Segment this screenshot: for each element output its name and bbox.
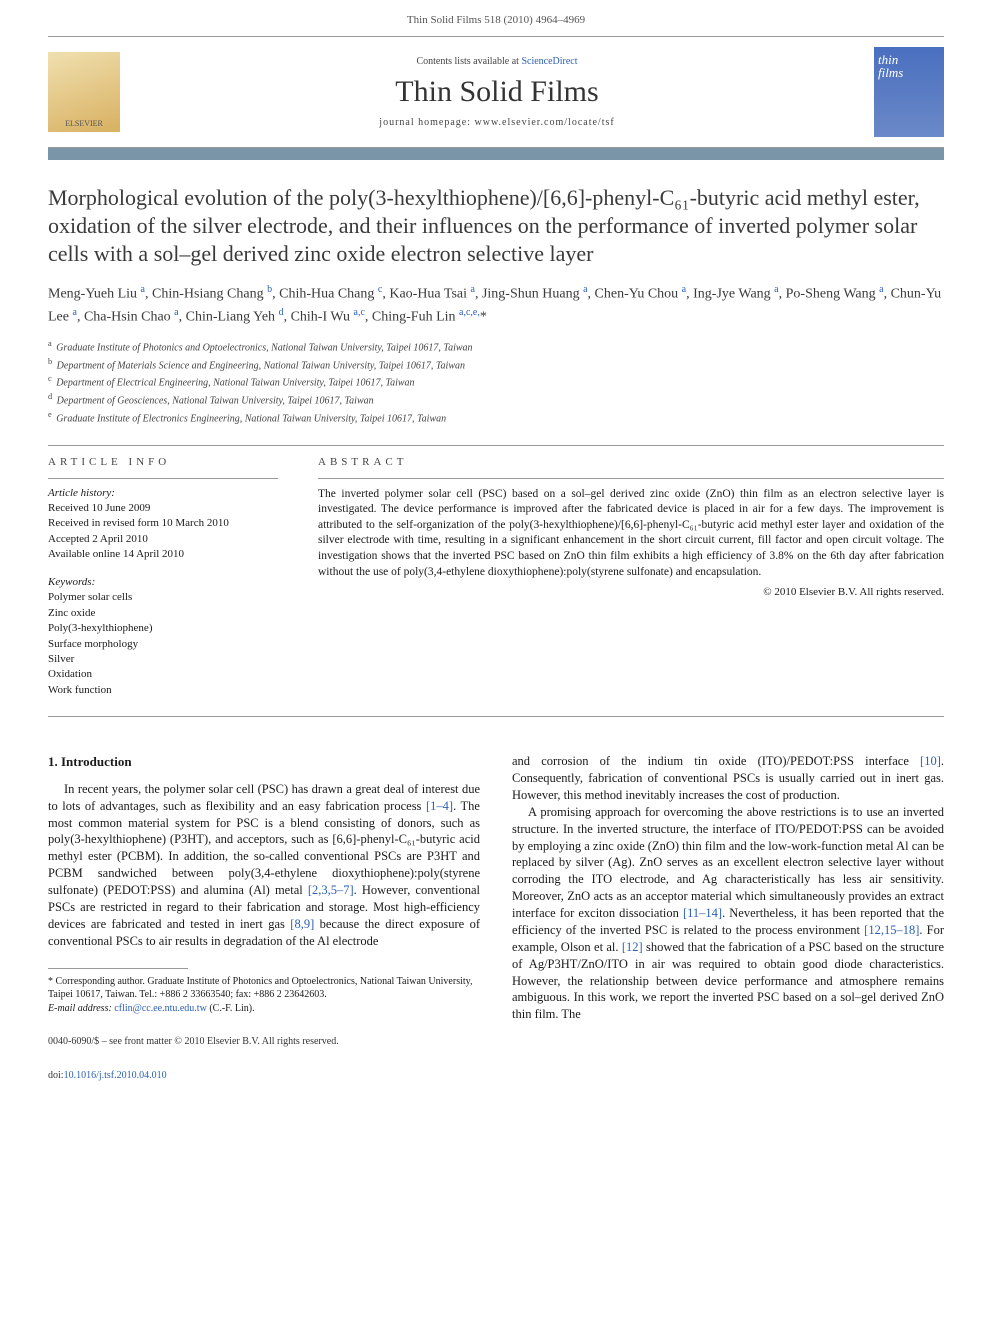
keyword: Polymer solar cells (48, 590, 278, 605)
homepage-prefix: journal homepage: (379, 117, 474, 128)
affiliation: d Department of Geosciences, National Ta… (48, 391, 944, 409)
body-paragraph: A promising approach for overcoming the … (512, 804, 944, 1023)
affiliation: e Graduate Institute of Electronics Engi… (48, 409, 944, 427)
sd-prefix: Contents lists available at (416, 56, 521, 67)
email-link[interactable]: cflin@cc.ee.ntu.edu.tw (114, 1003, 207, 1014)
text-run: In recent years, the polymer solar cell … (48, 782, 480, 813)
text-run: and corrosion of the indium tin oxide (I… (512, 754, 920, 768)
affiliation-list: a Graduate Institute of Photonics and Op… (48, 338, 944, 427)
journal-cover: thin films (874, 47, 944, 137)
footnote-rule (48, 968, 188, 969)
keyword: Zinc oxide (48, 606, 278, 621)
left-column: 1. Introduction In recent years, the pol… (48, 753, 480, 1082)
keywords-label: Keywords: (48, 576, 278, 588)
rule (48, 478, 278, 479)
cover-title-line2: films (878, 66, 940, 79)
journal-name: Thin Solid Films (120, 75, 874, 109)
abstract-copyright: © 2010 Elsevier B.V. All rights reserved… (318, 586, 944, 598)
rule (318, 478, 944, 479)
publisher-logo: ELSEVIER (48, 52, 120, 132)
doi-prefix: doi: (48, 1070, 64, 1081)
article-info-heading: ARTICLE INFO (48, 456, 278, 468)
abstract-text: The inverted polymer solar cell (PSC) ba… (318, 487, 944, 580)
history-label: Article history: (48, 487, 278, 499)
body-paragraph: and corrosion of the indium tin oxide (I… (512, 753, 944, 804)
keyword: Work function (48, 683, 278, 698)
history-item: Received in revised form 10 March 2010 (48, 516, 278, 531)
affiliation: b Department of Materials Science and En… (48, 356, 944, 374)
body-columns: 1. Introduction In recent years, the pol… (48, 753, 944, 1082)
rule (48, 445, 944, 446)
history-item: Received 10 June 2009 (48, 501, 278, 516)
doi-link[interactable]: 10.1016/j.tsf.2010.04.010 (64, 1070, 167, 1081)
sciencedirect-line: Contents lists available at ScienceDirec… (120, 56, 874, 67)
body-paragraph: In recent years, the polymer solar cell … (48, 781, 480, 950)
rule (48, 716, 944, 717)
article-info-panel: ARTICLE INFO Article history: Received 1… (48, 456, 278, 698)
abstract-heading: ABSTRACT (318, 456, 944, 468)
email-footnote: E-mail address: cflin@cc.ee.ntu.edu.tw (… (48, 1002, 480, 1016)
citation-link[interactable]: [8,9] (290, 917, 314, 931)
corresponding-author-footnote: * Corresponding author. Graduate Institu… (48, 975, 480, 1002)
keyword: Poly(3-hexylthiophene) (48, 621, 278, 636)
citation-link[interactable]: [10] (920, 754, 941, 768)
text-run: A promising approach for overcoming the … (512, 805, 944, 920)
affiliation: a Graduate Institute of Photonics and Op… (48, 338, 944, 356)
keyword: Surface morphology (48, 637, 278, 652)
affiliation: c Department of Electrical Engineering, … (48, 373, 944, 391)
accent-bar (48, 148, 944, 160)
citation-link[interactable]: [11–14] (683, 906, 722, 920)
email-who: (C.-F. Lin). (207, 1003, 255, 1014)
citation-link[interactable]: [12] (622, 940, 643, 954)
right-column: and corrosion of the indium tin oxide (I… (512, 753, 944, 1082)
author-list: Meng-Yueh Liu a, Chin-Hsiang Chang b, Ch… (48, 282, 944, 327)
article-title: Morphological evolution of the poly(3-he… (48, 184, 944, 268)
keyword: Silver (48, 652, 278, 667)
abstract-panel: ABSTRACT The inverted polymer solar cell… (318, 456, 944, 698)
journal-homepage: journal homepage: www.elsevier.com/locat… (120, 117, 874, 128)
history-item: Accepted 2 April 2010 (48, 532, 278, 547)
front-matter-line: 0040-6090/$ – see front matter © 2010 El… (48, 1035, 480, 1049)
email-label: E-mail address: (48, 1003, 112, 1014)
history-item: Available online 14 April 2010 (48, 547, 278, 562)
homepage-url: www.elsevier.com/locate/tsf (475, 117, 615, 128)
section-heading-intro: 1. Introduction (48, 753, 480, 771)
citation-link[interactable]: [1–4] (426, 799, 453, 813)
doi-line: doi:10.1016/j.tsf.2010.04.010 (48, 1069, 480, 1083)
citation-link[interactable]: [2,3,5–7] (308, 883, 354, 897)
running-head: Thin Solid Films 518 (2010) 4964–4969 (0, 0, 992, 36)
keyword: Oxidation (48, 667, 278, 682)
journal-banner: ELSEVIER Contents lists available at Sci… (48, 36, 944, 148)
sciencedirect-link[interactable]: ScienceDirect (521, 56, 577, 67)
citation-link[interactable]: [12,15–18] (864, 923, 919, 937)
